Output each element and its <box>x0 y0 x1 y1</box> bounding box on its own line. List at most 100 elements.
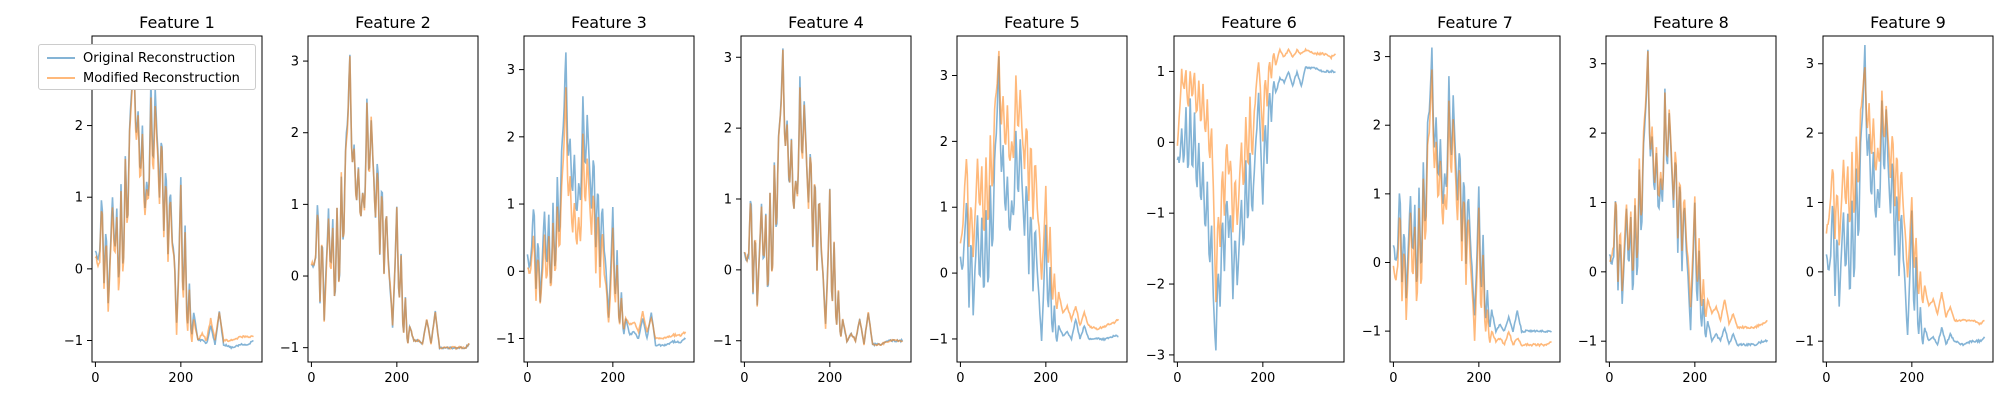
series-line-modified <box>1176 47 1337 303</box>
y-tick-label: 3 <box>724 51 732 66</box>
legend: Original Reconstruction Modified Reconst… <box>38 44 256 90</box>
y-tick-label: 2 <box>507 130 515 145</box>
y-tick-label: 1 <box>507 198 515 213</box>
panel-title: Feature 4 <box>788 13 864 32</box>
panel-title: Feature 6 <box>1221 13 1297 32</box>
x-tick-label: 0 <box>91 371 99 386</box>
legend-swatch-modified <box>47 77 75 79</box>
y-tick-label: 1 <box>1589 196 1597 211</box>
y-tick-label: −1 <box>713 334 732 349</box>
series-line-original <box>311 54 470 351</box>
y-tick-label: 3 <box>291 55 299 70</box>
legend-swatch-original <box>47 57 75 59</box>
panel-9: Feature 9 −1 0 1 2 3 0 200 <box>1795 13 1994 386</box>
series-line-original <box>1176 66 1336 351</box>
series-line-modified <box>743 49 904 347</box>
series-line-original <box>959 56 1119 342</box>
x-tick-label: 0 <box>740 371 748 386</box>
y-tick-label: −1 <box>64 334 83 349</box>
axes-frame <box>1822 35 1994 363</box>
y-tick-label: 3 <box>1589 57 1597 72</box>
y-tick-label: 2 <box>724 122 732 137</box>
y-tick-label: −1 <box>280 341 299 356</box>
x-tick-label: 0 <box>956 371 964 386</box>
series-line-modified <box>94 53 254 344</box>
series-line-modified <box>1825 67 1985 326</box>
series-line-modified <box>526 87 687 340</box>
y-tick-label: −1 <box>1146 207 1165 222</box>
panel-3: Feature 3 −1 0 1 2 3 0 200 <box>496 13 695 386</box>
series-line-modified <box>310 56 470 351</box>
panel-7: Feature 7 −1 0 1 2 3 0 200 <box>1362 13 1561 386</box>
x-tick-label: 0 <box>1822 371 1830 386</box>
y-tick-label: 1 <box>291 198 299 213</box>
series-line-original <box>94 52 254 350</box>
panel-title: Feature 7 <box>1437 13 1513 32</box>
x-tick-label: 200 <box>1033 371 1058 386</box>
y-tick-label: −1 <box>1795 335 1814 350</box>
y-tick-label: 3 <box>1806 57 1814 72</box>
y-tick-label: 0 <box>291 270 299 285</box>
y-tick-label: 2 <box>1373 119 1381 134</box>
y-tick-label: 3 <box>940 69 948 84</box>
x-tick-label: 200 <box>1250 371 1275 386</box>
y-tick-label: 1 <box>1157 65 1165 80</box>
legend-item-modified: Modified Reconstruction <box>47 68 240 88</box>
panel-title: Feature 2 <box>355 13 431 32</box>
series-line-original <box>1825 44 1986 347</box>
series-line-modified <box>959 50 1120 331</box>
y-tick-label: 0 <box>75 262 83 277</box>
axes-frame <box>1605 35 1777 363</box>
y-tick-label: −3 <box>1146 348 1165 363</box>
panel-6: Feature 6 −3 −2 −1 0 1 0 200 <box>1146 13 1345 386</box>
y-tick-label: 0 <box>1806 265 1814 280</box>
y-tick-label: 0 <box>1589 265 1597 280</box>
y-tick-label: 0 <box>940 267 948 282</box>
panel-title: Feature 1 <box>139 13 215 32</box>
panel-title: Feature 5 <box>1004 13 1080 32</box>
legend-item-original: Original Reconstruction <box>47 48 235 68</box>
panel-4: Feature 4 −1 0 1 2 3 0 200 <box>713 13 912 386</box>
y-tick-label: 0 <box>724 263 732 278</box>
x-tick-label: 200 <box>1466 371 1491 386</box>
x-tick-label: 200 <box>817 371 842 386</box>
x-tick-label: 0 <box>307 371 315 386</box>
y-tick-label: −1 <box>496 332 515 347</box>
x-tick-label: 200 <box>1899 371 1924 386</box>
x-tick-label: 0 <box>1389 371 1397 386</box>
y-tick-label: 2 <box>75 119 83 134</box>
series-line-modified <box>1392 69 1552 348</box>
series-line-original <box>743 48 904 348</box>
y-tick-label: 1 <box>724 193 732 208</box>
panel-8: Feature 8 −1 0 1 2 3 0 200 <box>1578 13 1777 386</box>
y-tick-label: 1 <box>1806 196 1814 211</box>
y-tick-label: 1 <box>940 201 948 216</box>
axes-frame <box>91 35 263 363</box>
x-tick-label: 200 <box>384 371 409 386</box>
y-tick-label: 2 <box>1589 127 1597 142</box>
y-tick-label: −1 <box>1578 335 1597 350</box>
panel-5: Feature 5 −1 0 1 2 3 0 200 <box>929 13 1128 386</box>
series-line-modified <box>1609 51 1768 330</box>
axes-frame <box>1173 35 1345 363</box>
axes-frame <box>523 35 695 363</box>
x-tick-label: 200 <box>600 371 625 386</box>
x-tick-label: 200 <box>1682 371 1707 386</box>
axes-frame <box>956 35 1128 363</box>
panel-title: Feature 8 <box>1653 13 1729 32</box>
y-tick-label: 1 <box>75 191 83 206</box>
y-tick-label: −1 <box>1362 325 1381 340</box>
legend-label-original: Original Reconstruction <box>83 50 236 66</box>
x-tick-label: 200 <box>168 371 193 386</box>
y-tick-label: 1 <box>1373 187 1381 202</box>
y-tick-label: −2 <box>1146 278 1165 293</box>
panel-2: Feature 2 −1 0 1 2 3 0 200 <box>280 13 479 386</box>
y-tick-label: 3 <box>1373 50 1381 65</box>
axes-frame <box>1389 35 1561 363</box>
legend-label-modified: Modified Reconstruction <box>83 70 240 86</box>
y-tick-label: 2 <box>291 126 299 141</box>
panel-title: Feature 9 <box>1870 13 1946 32</box>
x-tick-label: 0 <box>1173 371 1181 386</box>
y-tick-label: 3 <box>507 63 515 78</box>
